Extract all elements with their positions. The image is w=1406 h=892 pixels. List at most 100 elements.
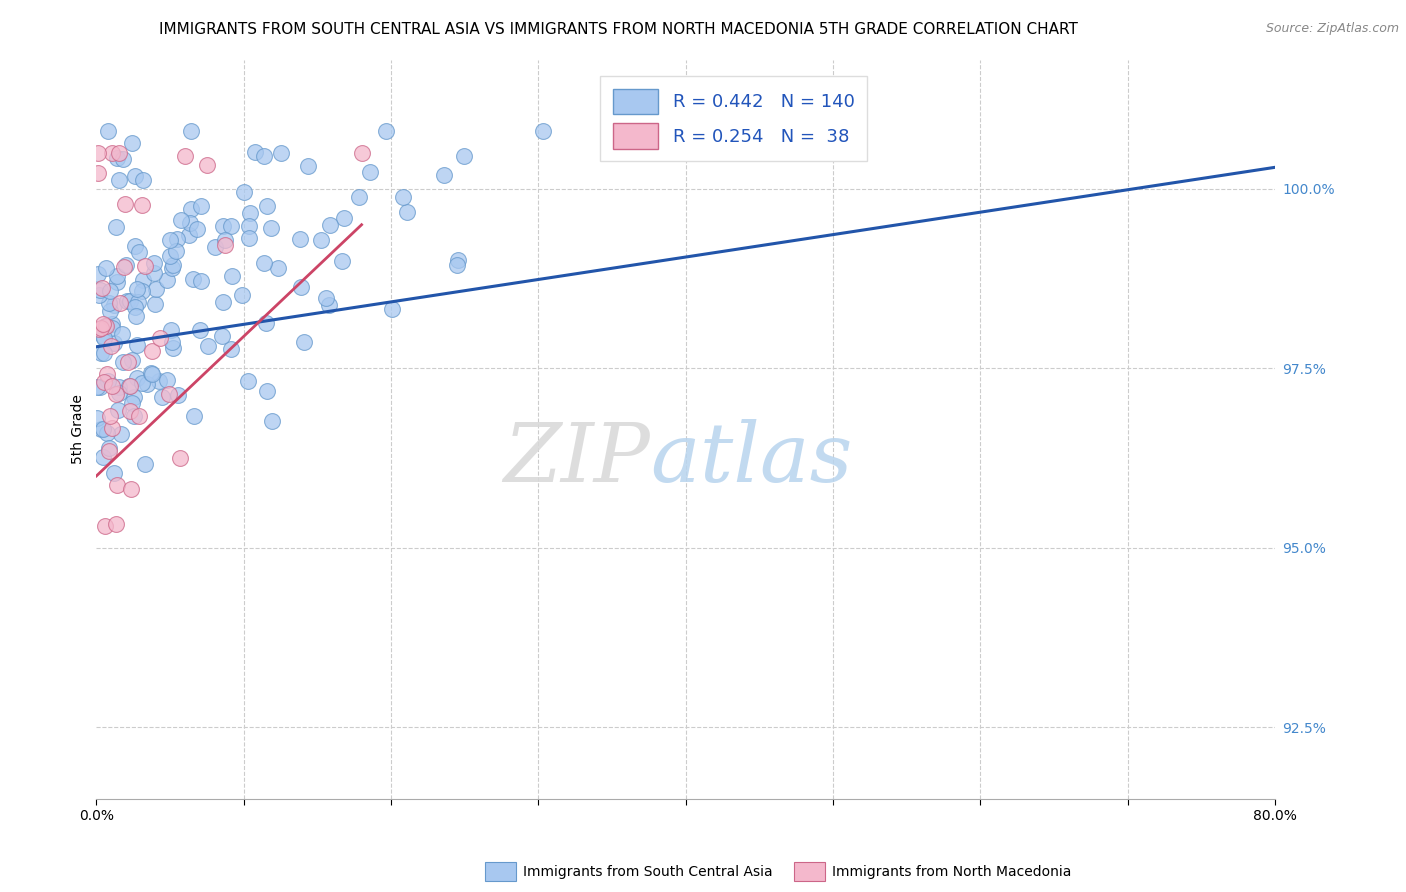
- Point: [381, 301, 404, 316]
- Point: [108, 173, 131, 187]
- Point: [96, 318, 118, 333]
- Point: [160, 261, 183, 276]
- Point: [359, 165, 381, 179]
- Point: [93, 375, 115, 389]
- Point: [90, 321, 112, 335]
- Point: [159, 249, 181, 263]
- Point: [128, 409, 150, 423]
- Point: [156, 273, 179, 287]
- Point: [330, 253, 353, 268]
- Point: [350, 145, 373, 160]
- Point: [311, 233, 333, 247]
- Point: [167, 388, 190, 402]
- Point: [112, 152, 135, 166]
- Point: [101, 317, 124, 331]
- Point: [89, 283, 111, 297]
- Point: [453, 148, 475, 162]
- Point: [204, 240, 226, 254]
- Legend: R = 0.442   N = 140, R = 0.254   N =  38: R = 0.442 N = 140, R = 0.254 N = 38: [600, 76, 868, 161]
- Point: [114, 197, 136, 211]
- Point: [93, 346, 115, 360]
- Point: [110, 296, 132, 310]
- Point: [122, 409, 145, 423]
- Point: [124, 169, 146, 183]
- Point: [186, 221, 208, 235]
- Point: [131, 376, 153, 390]
- Point: [118, 379, 141, 393]
- Point: [238, 230, 260, 244]
- Point: [197, 338, 219, 352]
- Point: [349, 190, 371, 204]
- Point: [101, 420, 124, 434]
- Point: [170, 212, 193, 227]
- Point: [143, 297, 166, 311]
- Point: [120, 482, 142, 496]
- Point: [87, 267, 110, 281]
- Point: [87, 145, 110, 160]
- Point: [169, 450, 191, 465]
- Point: [190, 275, 212, 289]
- Point: [188, 323, 211, 337]
- Point: [120, 293, 142, 308]
- Point: [86, 379, 108, 393]
- Point: [103, 298, 125, 312]
- Point: [93, 331, 115, 345]
- Point: [98, 295, 121, 310]
- Point: [155, 373, 177, 387]
- Point: [297, 159, 319, 173]
- Point: [180, 202, 202, 216]
- Point: [110, 427, 132, 442]
- Point: [87, 322, 110, 336]
- Point: [97, 124, 120, 138]
- Point: [104, 219, 127, 234]
- Point: [108, 380, 131, 394]
- Point: [160, 334, 183, 349]
- Point: [219, 219, 242, 233]
- Point: [315, 291, 337, 305]
- Point: [108, 385, 131, 400]
- Text: ZIP: ZIP: [503, 419, 651, 499]
- Point: [120, 404, 142, 418]
- Text: Source: ZipAtlas.com: Source: ZipAtlas.com: [1265, 22, 1399, 36]
- Point: [107, 269, 129, 284]
- Point: [392, 190, 415, 204]
- Point: [103, 336, 125, 351]
- Point: [98, 304, 121, 318]
- Point: [101, 145, 124, 160]
- Point: [112, 260, 135, 275]
- Point: [433, 168, 456, 182]
- Point: [318, 298, 340, 312]
- Point: [252, 149, 274, 163]
- Point: [212, 294, 235, 309]
- Point: [145, 281, 167, 295]
- Point: [254, 317, 277, 331]
- Point: [91, 329, 114, 343]
- Point: [108, 145, 131, 160]
- Point: [97, 374, 120, 388]
- Point: [103, 466, 125, 480]
- Point: [125, 338, 148, 352]
- Point: [150, 390, 173, 404]
- Point: [159, 323, 181, 337]
- Point: [118, 378, 141, 392]
- Text: IMMIGRANTS FROM SOUTH CENTRAL ASIA VS IMMIGRANTS FROM NORTH MACEDONIA 5TH GRADE : IMMIGRANTS FROM SOUTH CENTRAL ASIA VS IM…: [159, 22, 1078, 37]
- Point: [141, 368, 163, 382]
- Point: [91, 317, 114, 331]
- Point: [101, 321, 124, 335]
- Point: [162, 342, 184, 356]
- Point: [98, 444, 121, 458]
- Point: [531, 124, 554, 138]
- Point: [290, 280, 312, 294]
- Point: [177, 228, 200, 243]
- Point: [136, 376, 159, 391]
- Point: [141, 343, 163, 358]
- Point: [125, 309, 148, 323]
- Point: [121, 136, 143, 150]
- Point: [148, 374, 170, 388]
- Point: [180, 124, 202, 138]
- Point: [107, 403, 129, 417]
- Point: [134, 458, 156, 472]
- Point: [211, 328, 233, 343]
- Point: [90, 422, 112, 436]
- Point: [115, 258, 138, 272]
